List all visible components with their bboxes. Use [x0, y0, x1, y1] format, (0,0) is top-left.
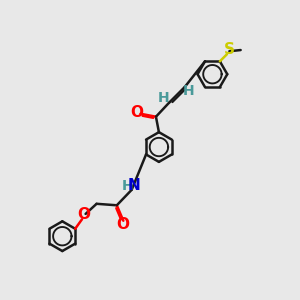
- Text: O: O: [130, 105, 143, 120]
- Text: O: O: [77, 207, 90, 222]
- Text: H: H: [182, 84, 194, 98]
- Text: N: N: [128, 178, 140, 193]
- Text: H: H: [122, 179, 134, 193]
- Text: H: H: [158, 91, 169, 105]
- Text: O: O: [116, 217, 129, 232]
- Text: S: S: [224, 42, 235, 57]
